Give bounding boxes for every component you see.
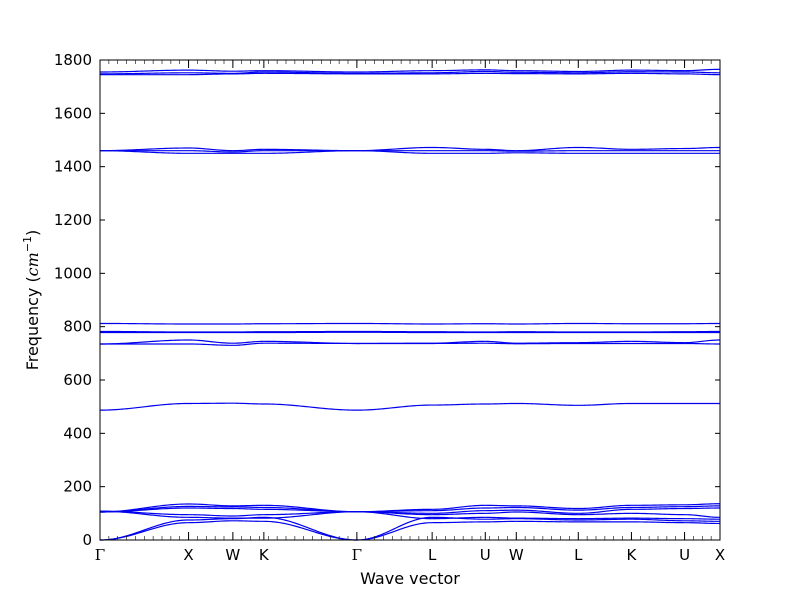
y-tick-label: 1600 bbox=[54, 104, 92, 122]
x-tick-label: X bbox=[715, 546, 725, 564]
phonon-branch bbox=[99, 402, 720, 411]
phonon-branch bbox=[99, 516, 720, 541]
x-tick-label: K bbox=[627, 546, 638, 564]
phonon-branch bbox=[100, 150, 720, 154]
phonon-branch bbox=[99, 507, 721, 514]
y-axis-label: Frequency (cm−1) bbox=[21, 230, 42, 371]
phonon-branch bbox=[99, 503, 721, 513]
x-tick-label: Γ bbox=[95, 546, 105, 564]
x-tick-label: L bbox=[428, 546, 437, 564]
phonon-branch bbox=[100, 342, 721, 346]
phonon-branch bbox=[100, 322, 720, 325]
x-tick-label: U bbox=[679, 546, 690, 564]
y-tick-label: 800 bbox=[63, 318, 92, 336]
phonon-branch bbox=[99, 505, 720, 513]
x-tick-label: X bbox=[183, 546, 193, 564]
y-tick-label: 200 bbox=[63, 478, 92, 496]
y-tick-label: 1400 bbox=[54, 158, 92, 176]
y-tick-label: 1200 bbox=[54, 211, 92, 229]
phonon-branch bbox=[99, 510, 721, 518]
phonon-branch bbox=[100, 150, 720, 153]
phonon-branch bbox=[100, 68, 721, 73]
y-tick-label: 0 bbox=[82, 531, 92, 549]
axis-ticks: 0 200 400 600 800 1000 1200 1400 1600 1800 Γ X W K Γ L U… bbox=[54, 51, 725, 564]
x-tick-label: K bbox=[259, 546, 270, 564]
x-tick-label: W bbox=[225, 546, 240, 564]
phonon-branch bbox=[99, 510, 721, 520]
phonon-branch bbox=[100, 70, 721, 75]
x-tick-label: Γ bbox=[352, 546, 362, 564]
plot-frame bbox=[99, 59, 721, 541]
phonon-branch bbox=[99, 520, 721, 541]
y-tick-label: 600 bbox=[63, 371, 92, 389]
x-tick-label: L bbox=[574, 546, 583, 564]
plot-background bbox=[100, 60, 720, 540]
y-tick-label: 400 bbox=[63, 424, 92, 442]
x-axis-label: Wave vector bbox=[360, 569, 460, 588]
x-tick-label: U bbox=[480, 546, 491, 564]
y-tick-label: 1000 bbox=[54, 264, 92, 282]
phonon-branch bbox=[99, 146, 721, 152]
x-tick-label: W bbox=[509, 546, 524, 564]
phonon-branch bbox=[100, 72, 721, 76]
y-tick-label: 1800 bbox=[54, 51, 92, 69]
series-lines bbox=[99, 68, 721, 541]
